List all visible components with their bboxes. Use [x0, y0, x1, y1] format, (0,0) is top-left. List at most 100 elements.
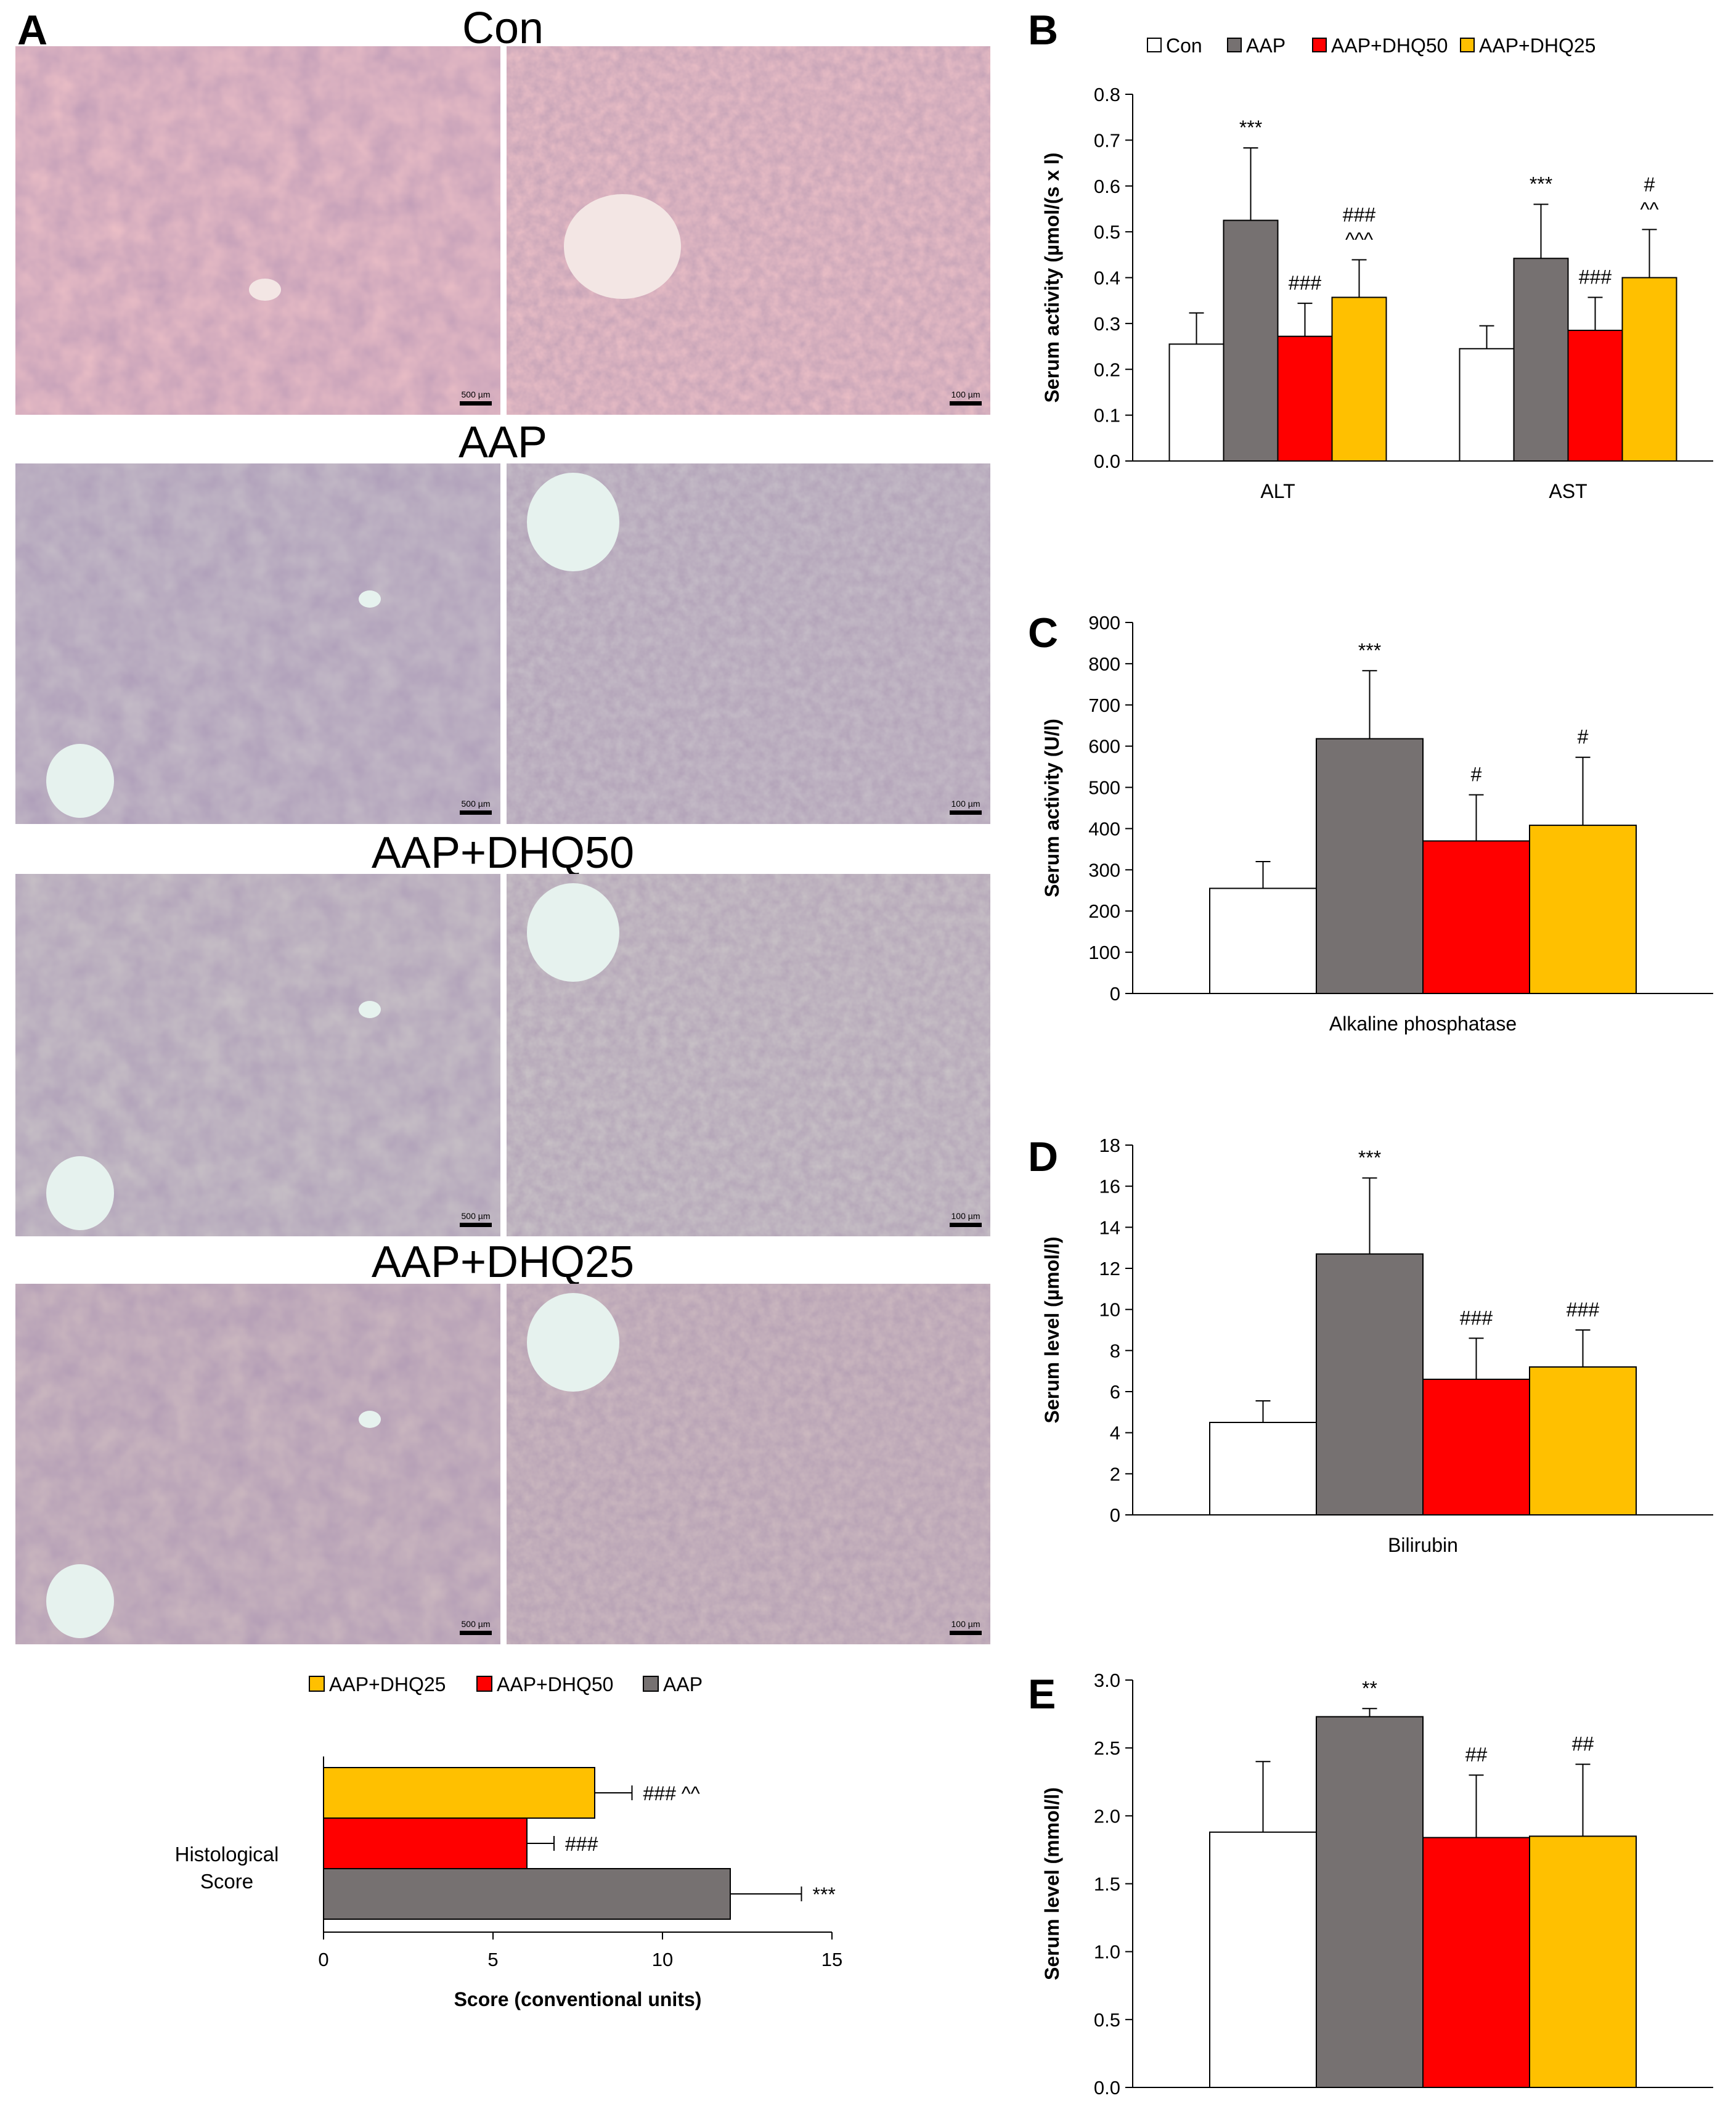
- panel-letter-e: E: [1028, 1671, 1056, 1718]
- scale-bar-label-high-3: 100 µm: [952, 1619, 980, 1629]
- histology-title-1: AAP: [458, 418, 547, 467]
- y-tick-label: 0.4: [1094, 267, 1120, 289]
- scale-bar-high-1: [950, 810, 982, 815]
- y-tick-label: 1.0: [1094, 1941, 1120, 1963]
- y-tick-label: 700: [1088, 695, 1120, 716]
- category-label-line1: Histological: [175, 1843, 279, 1866]
- vein-high-1: [527, 473, 619, 571]
- scale-bar-label-high-0: 100 µm: [952, 390, 980, 399]
- significance-label: #: [1471, 764, 1482, 786]
- chart-b-alt-ast: Con AAP AAP+DHQ50 AAP+DHQ25 0.0 0.1 0.2 0.3 0.4 0…: [1041, 35, 1713, 502]
- legend-swatch: [1460, 38, 1475, 52]
- significance-label: ***: [1530, 173, 1552, 195]
- histological-score-chart: AAP+DHQ25 AAP+DHQ50 AAP 0 5 10 15 Score (conven…: [175, 1673, 843, 2010]
- bar-aap-dhq50: [1422, 1379, 1530, 1515]
- legend-label: AAP+DHQ50: [1331, 35, 1448, 57]
- vein-small-2: [359, 1001, 381, 1018]
- y-tick-label: 0.3: [1094, 313, 1120, 335]
- y-tick-label: 0.8: [1094, 84, 1120, 105]
- bar-aap: [1223, 219, 1279, 462]
- bar-aap-dhq50: [1422, 840, 1530, 994]
- histology-title-3: AAP+DHQ25: [372, 1238, 634, 1287]
- bar-aap-dhq25: [1529, 825, 1637, 995]
- panel-letter-b: B: [1028, 7, 1058, 54]
- bar-aap-dhq25: [1529, 1366, 1637, 1515]
- legend-swatch: [1147, 38, 1162, 52]
- legend-label: AAP: [1246, 35, 1286, 57]
- y-tick-label: 12: [1099, 1258, 1120, 1279]
- legend-label: Con: [1166, 35, 1202, 57]
- y-tick-label: 1.5: [1094, 1874, 1120, 1895]
- significance-label: ***: [1358, 639, 1381, 661]
- y-tick-label: 600: [1088, 736, 1120, 757]
- bar-aap: [323, 1868, 731, 1920]
- y-tick-label: 14: [1099, 1217, 1120, 1238]
- central-vein: [564, 194, 681, 299]
- legend-swatch: [476, 1676, 492, 1692]
- chart-c-alkaline-phosphatase: 0 100 200 300 400 500 600 700 800 900 Serum activi…: [1041, 612, 1713, 1035]
- significance-label: ###: [565, 1833, 598, 1855]
- x-tick-label: 15: [821, 1949, 842, 1970]
- scale-bar-label-high-1: 100 µm: [952, 799, 980, 809]
- y-axis-label: Serum activity (U/l): [1041, 719, 1063, 897]
- x-tick-label: 5: [487, 1949, 498, 1970]
- y-axis-label: Serum activity (µmol/(s x l): [1041, 152, 1063, 402]
- legend-label: AAP: [663, 1673, 703, 1695]
- significance-label: ###: [1343, 203, 1376, 226]
- scale-bar-high-2: [950, 1223, 982, 1227]
- bar-con: [1209, 1422, 1317, 1515]
- y-tick-label: 0.5: [1094, 2009, 1120, 2031]
- scale-bar-label-low-1: 500 µm: [462, 799, 491, 809]
- chart-e-cholesterol: 0.0 0.5 1.0 1.5 2.0 2.5 3.0 Serum level (mmol/l…: [1041, 1670, 1713, 2109]
- y-tick-label: 3.0: [1094, 1670, 1120, 1691]
- micrograph-texture-low-0: [15, 46, 500, 415]
- y-tick-label: 900: [1088, 612, 1120, 634]
- bar-aap-dhq25: [1331, 296, 1387, 462]
- bar-con: [1209, 1831, 1317, 2089]
- bar-con: [1209, 887, 1317, 995]
- vein-high-3: [527, 1293, 619, 1392]
- y-tick-label: 6: [1110, 1381, 1120, 1403]
- vein-high-2: [527, 883, 619, 982]
- legend-swatch: [1227, 38, 1242, 52]
- histology-title-0: Con: [462, 4, 544, 53]
- category-label: Cholesterol: [1373, 2107, 1473, 2109]
- significance-label: ###: [1460, 1307, 1493, 1329]
- vein-small-1: [359, 590, 381, 608]
- significance-label: #: [1578, 726, 1589, 748]
- significance-label: **: [1362, 1677, 1377, 1699]
- y-tick-label: 16: [1099, 1176, 1120, 1197]
- y-tick-label: 800: [1088, 653, 1120, 675]
- scale-bar-label-high-2: 100 µm: [952, 1211, 980, 1221]
- scale-bar-low-1: [460, 810, 492, 815]
- scale-bar-label-low-3: 500 µm: [462, 1619, 491, 1629]
- significance-label: ^^: [1640, 198, 1658, 220]
- y-tick-label: 0.0: [1094, 451, 1120, 472]
- bar-aap-dhq25: [1621, 277, 1677, 462]
- legend-swatch: [643, 1676, 659, 1692]
- panel-letter-a: A: [17, 7, 47, 54]
- significance-label: ***: [1239, 116, 1262, 139]
- significance-label: ***: [813, 1883, 836, 1906]
- central-vein-small: [249, 279, 281, 301]
- scale-bar-low-3: [460, 1631, 492, 1635]
- category-label: Bilirubin: [1388, 1534, 1458, 1556]
- y-tick-label: 500: [1088, 777, 1120, 799]
- significance-label: ###: [1567, 1299, 1600, 1321]
- legend-label: AAP+DHQ50: [497, 1673, 613, 1695]
- y-tick-label: 0: [1110, 1504, 1120, 1526]
- y-tick-label: 10: [1099, 1299, 1120, 1321]
- y-tick-label: 400: [1088, 818, 1120, 839]
- bar-aap-dhq50: [1277, 335, 1333, 462]
- category-label: ALT: [1260, 480, 1295, 502]
- bar-aap-dhq25: [323, 1767, 595, 1819]
- scale-bar-high-0: [950, 401, 982, 406]
- y-tick-label: 0.5: [1094, 221, 1120, 243]
- significance-label: ##: [1465, 1744, 1488, 1766]
- y-tick-label: 18: [1099, 1135, 1120, 1156]
- bar-aap-dhq50: [1567, 330, 1623, 462]
- legend-label: AAP+DHQ25: [329, 1673, 446, 1695]
- bar-aap: [1513, 258, 1569, 462]
- category-label: Alkaline phosphatase: [1329, 1013, 1517, 1035]
- bar-aap: [1316, 738, 1424, 995]
